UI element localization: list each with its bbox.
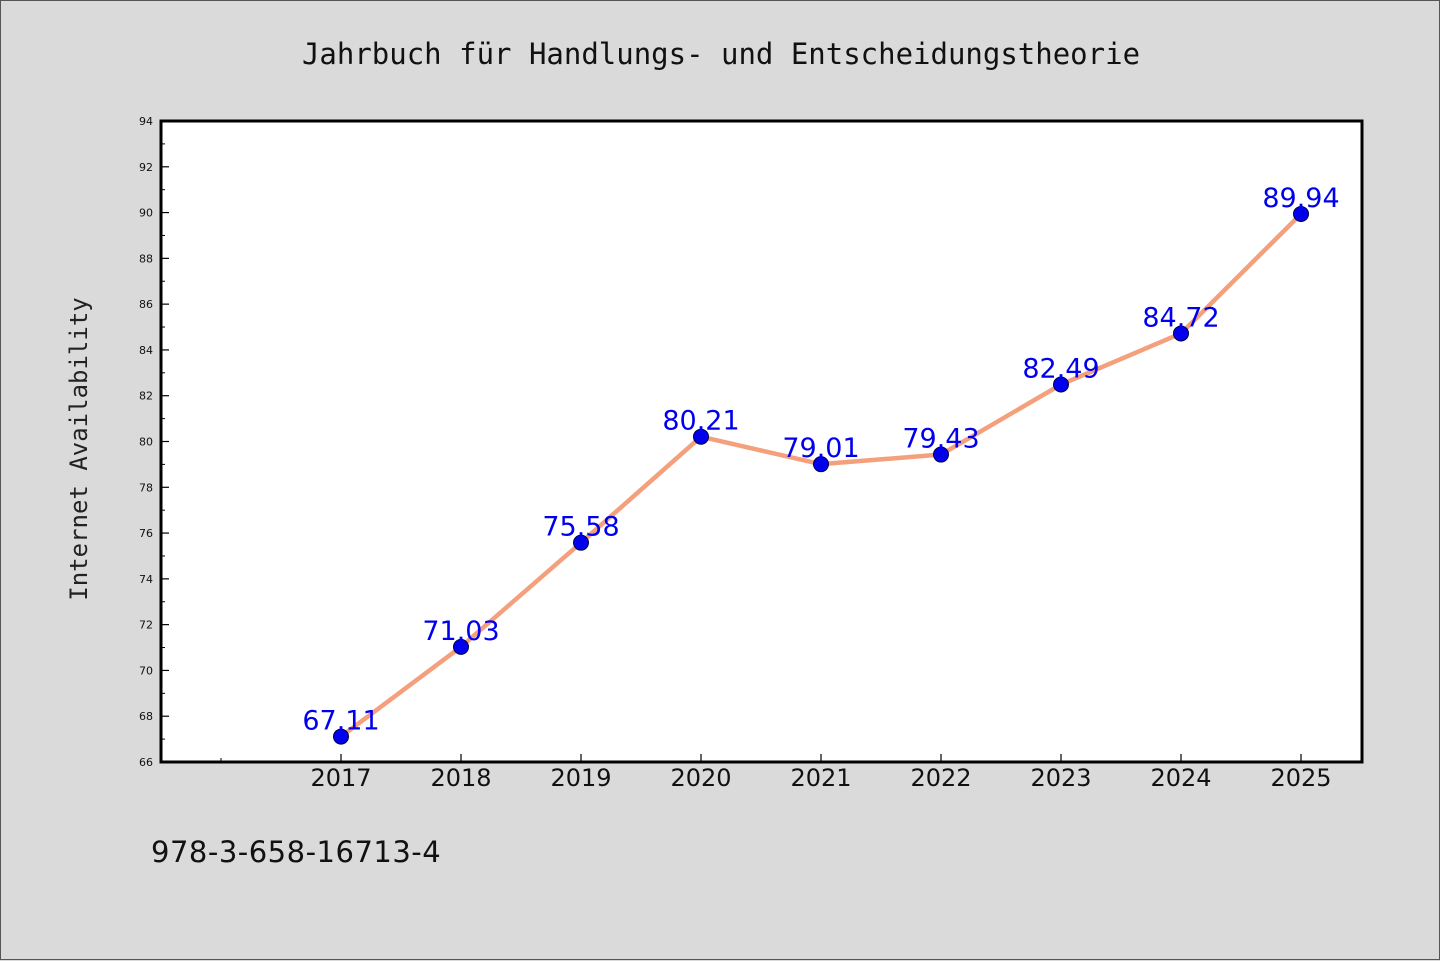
y-tick-label: 72 — [139, 619, 153, 632]
data-label: 79.01 — [782, 433, 859, 464]
y-tick-label: 80 — [139, 436, 153, 449]
y-axis-ticks: 66 68 70 72 74 76 78 80 82 84 86 88 90 92 94 — [139, 115, 169, 769]
x-tick-label: 2023 — [1030, 764, 1091, 792]
y-tick-label: 66 — [139, 756, 153, 769]
plot-area — [159, 119, 1364, 764]
data-point — [333, 728, 349, 745]
x-tick-label: 2019 — [550, 764, 611, 792]
y-tick-label: 86 — [139, 298, 153, 311]
data-label: 82.49 — [1022, 353, 1099, 384]
x-tick-label: 2017 — [310, 764, 371, 792]
y-tick-label: 90 — [139, 207, 153, 220]
data-label: 75.58 — [542, 512, 619, 543]
y-tick-label: 82 — [139, 390, 153, 403]
data-label: 79.43 — [902, 424, 979, 455]
data-label: 89.94 — [1262, 183, 1339, 214]
y-tick-label: 88 — [139, 252, 153, 265]
x-tick-label: 2018 — [430, 764, 491, 792]
data-point — [933, 446, 949, 463]
y-tick-label: 68 — [139, 710, 153, 723]
data-point — [1053, 376, 1069, 393]
data-point — [573, 534, 589, 551]
x-tick-label: 2021 — [790, 764, 851, 792]
x-axis-ticks: 2017 2018 2019 2020 2021 2022 2023 2024 2025 — [220, 754, 1332, 792]
y-tick-label: 74 — [139, 573, 153, 586]
y-tick-label: 94 — [139, 115, 153, 128]
data-label: 84.72 — [1142, 302, 1219, 333]
x-tick-label: 2022 — [910, 764, 971, 792]
x-tick-label: 2024 — [1150, 764, 1211, 792]
data-label: 67.11 — [302, 706, 379, 737]
data-point — [1293, 205, 1309, 222]
y-tick-label: 84 — [139, 344, 153, 357]
chart-title: Jahrbuch für Handlungs- und Entscheidung… — [302, 37, 1140, 71]
series-layer: 67.11 71.03 75.58 80.21 79.01 79.43 82.49 84.72… — [302, 183, 1340, 745]
y-tick-label: 78 — [139, 481, 153, 494]
y-tick-label: 76 — [139, 527, 153, 540]
x-tick-label: 2020 — [670, 764, 731, 792]
data-label: 71.03 — [422, 616, 499, 647]
y-tick-label: 70 — [139, 664, 153, 677]
isbn-footer: 978-3-658-16713-4 — [151, 835, 442, 869]
data-point — [813, 456, 829, 473]
y-tick-label: 92 — [139, 161, 153, 174]
x-tick-label: 2025 — [1270, 764, 1331, 792]
data-point — [693, 428, 709, 445]
data-label: 80.21 — [662, 406, 739, 437]
data-point — [1173, 325, 1189, 342]
y-axis-label: Internet Availability — [65, 297, 93, 600]
data-point — [453, 638, 469, 655]
